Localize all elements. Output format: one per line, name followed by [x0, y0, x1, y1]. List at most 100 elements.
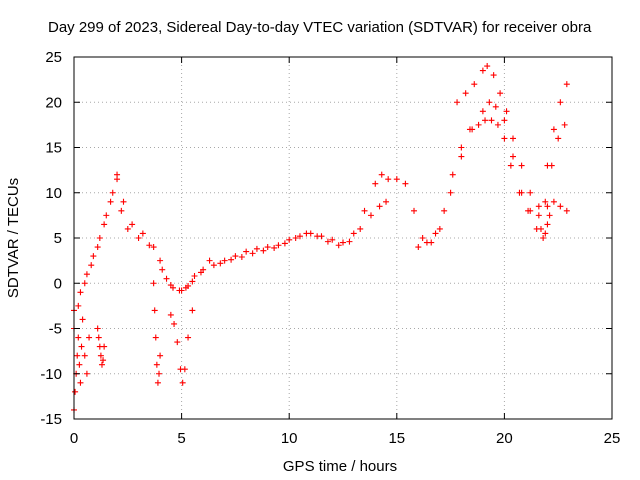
data-point	[550, 126, 557, 133]
data-series-layer	[71, 63, 570, 413]
data-point	[150, 280, 157, 287]
x-tick-label: 15	[388, 430, 405, 447]
data-point	[314, 233, 321, 240]
data-point	[479, 67, 486, 74]
data-point	[449, 171, 456, 178]
data-point	[157, 352, 164, 359]
y-tick-label: 10	[45, 185, 62, 202]
data-point	[275, 242, 282, 249]
data-point	[542, 230, 549, 237]
y-tick-label: -15	[40, 411, 62, 428]
series-late-track-b	[454, 63, 570, 210]
data-point	[361, 207, 368, 214]
data-point	[81, 352, 88, 359]
data-point	[83, 370, 90, 377]
data-point	[86, 334, 93, 341]
data-point	[479, 108, 486, 115]
data-point	[74, 352, 81, 359]
y-tick-labels: -15 -10 -5 0 5 10 15 20 25	[40, 49, 62, 428]
data-point	[350, 230, 357, 237]
data-point	[206, 257, 213, 264]
data-point	[253, 245, 260, 252]
data-point	[490, 72, 497, 79]
data-point	[471, 81, 478, 88]
data-point	[372, 180, 379, 187]
data-point	[329, 236, 336, 243]
data-point	[94, 244, 101, 251]
data-point	[103, 212, 110, 219]
x-axis-label: GPS time / hours	[283, 458, 397, 475]
data-point	[228, 256, 235, 263]
data-point	[544, 221, 551, 228]
data-point	[346, 238, 353, 245]
data-point	[100, 357, 107, 364]
data-point	[176, 287, 183, 294]
data-point	[129, 221, 136, 228]
data-point	[544, 203, 551, 210]
series-late-track-a	[415, 117, 568, 251]
series-main-track-b	[71, 171, 390, 314]
data-point	[367, 212, 374, 219]
data-point	[163, 275, 170, 282]
x-tick-label: 0	[70, 430, 78, 447]
data-point	[77, 289, 84, 296]
data-point	[411, 207, 418, 214]
x-tick-label: 5	[177, 430, 185, 447]
series-hour-22-drop	[537, 212, 553, 241]
data-point	[271, 244, 278, 251]
data-point	[95, 334, 102, 341]
data-point	[542, 198, 549, 205]
y-tick-label: 0	[54, 275, 62, 292]
data-point	[249, 250, 256, 257]
data-point	[76, 361, 83, 368]
data-point	[419, 235, 426, 241]
data-point	[537, 225, 544, 232]
data-point	[197, 269, 204, 276]
data-point	[264, 244, 271, 251]
data-point	[156, 370, 163, 377]
data-point	[466, 126, 473, 133]
data-point	[557, 203, 564, 210]
data-point	[488, 117, 495, 124]
data-point	[503, 108, 510, 115]
data-point	[154, 379, 161, 386]
data-point	[101, 343, 108, 350]
data-point	[492, 103, 499, 110]
data-point	[501, 135, 508, 142]
data-point	[97, 352, 104, 359]
data-point	[150, 244, 157, 251]
data-point	[107, 198, 114, 205]
data-point	[357, 225, 364, 232]
data-point	[94, 325, 101, 332]
data-point	[157, 257, 164, 264]
data-point	[432, 230, 439, 237]
data-point	[550, 198, 557, 205]
data-point	[185, 334, 192, 341]
data-point	[75, 302, 82, 309]
data-point	[96, 235, 103, 241]
data-point	[167, 311, 174, 318]
data-point	[171, 320, 178, 327]
data-point	[75, 334, 82, 341]
data-point	[281, 240, 288, 247]
data-point	[324, 238, 331, 245]
data-point	[423, 239, 430, 246]
series-main-track-a	[71, 99, 570, 332]
data-point	[510, 135, 517, 142]
data-point	[510, 153, 517, 160]
y-tick-label: 20	[45, 94, 62, 111]
data-point	[507, 162, 514, 169]
data-point	[441, 207, 448, 214]
data-point	[243, 248, 250, 255]
data-point	[181, 366, 188, 373]
data-point	[436, 225, 443, 232]
data-point	[167, 282, 174, 289]
data-point	[518, 162, 525, 169]
axis-ticks	[73, 56, 613, 420]
data-point	[120, 198, 127, 205]
x-tick-label: 25	[604, 430, 621, 447]
data-point	[535, 203, 542, 210]
data-point	[563, 81, 570, 88]
data-point	[393, 176, 400, 183]
data-point	[139, 230, 146, 237]
